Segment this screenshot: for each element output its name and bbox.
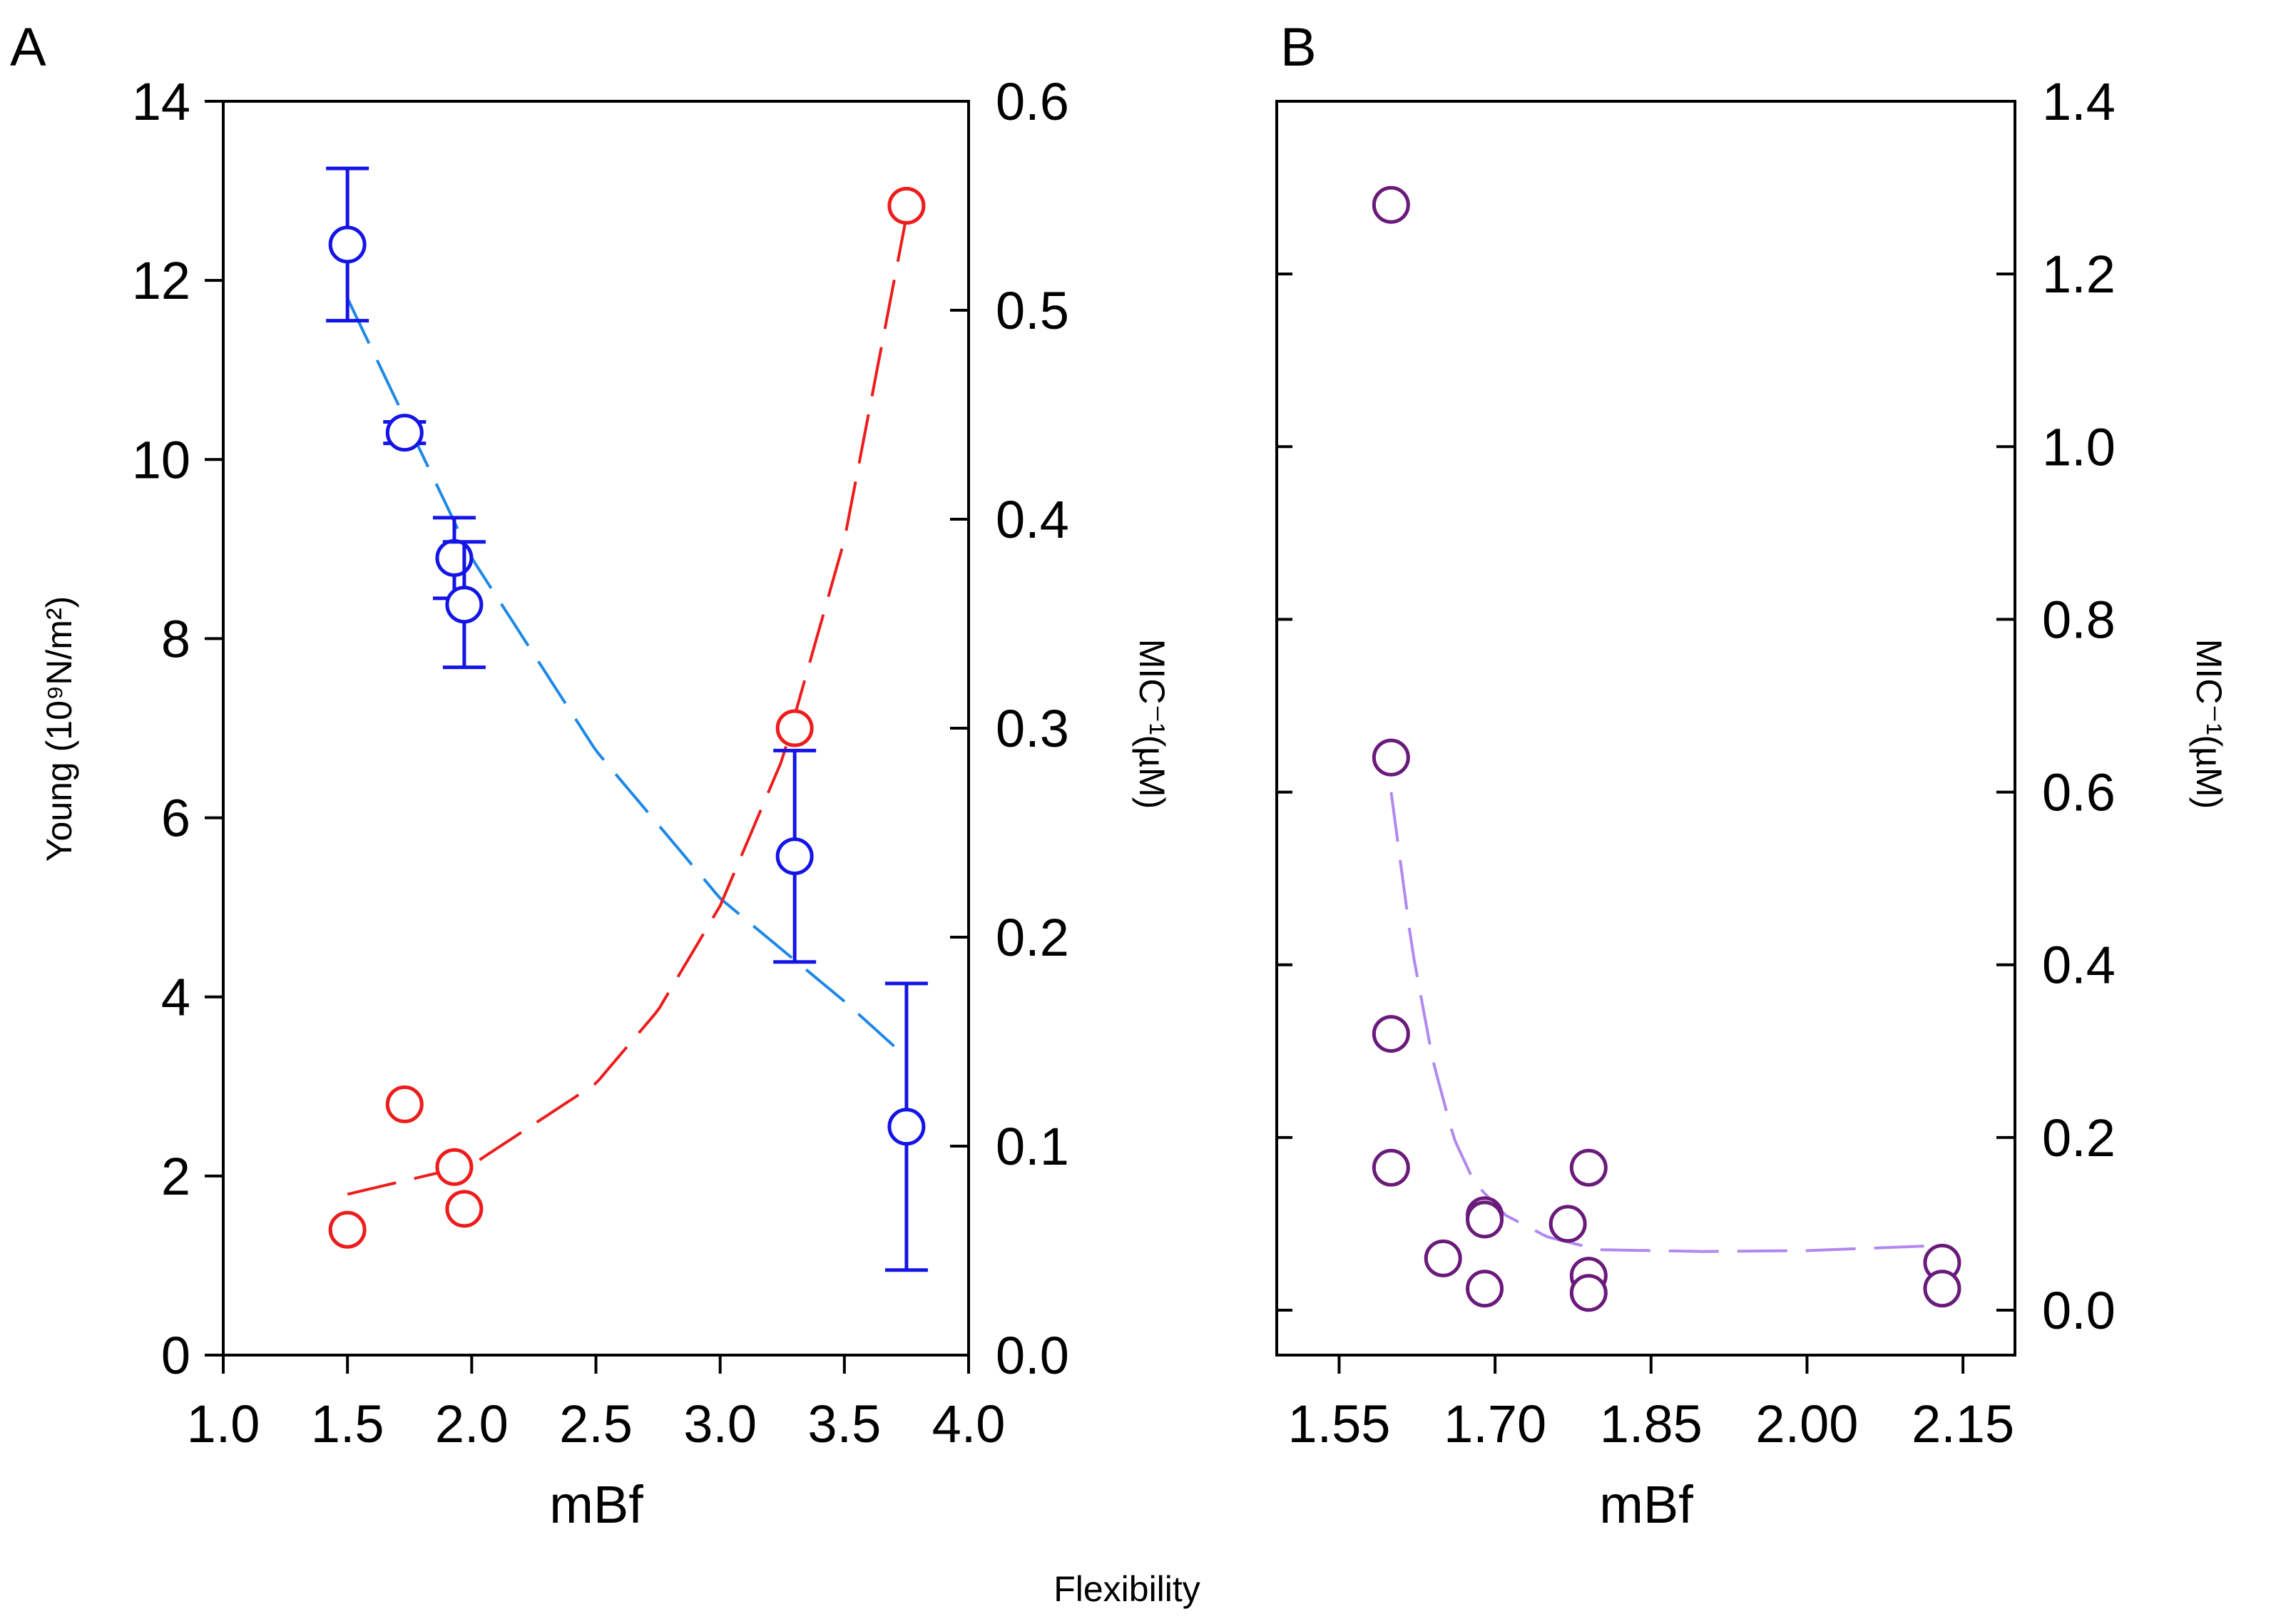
data-marks-a bbox=[326, 166, 928, 1272]
x-tick-label: 3.0 bbox=[683, 1394, 757, 1454]
x-tick-label: 1.5 bbox=[311, 1394, 384, 1454]
mic-point bbox=[1466, 1270, 1504, 1308]
y2-tick-label: 0.1 bbox=[996, 1117, 1069, 1176]
mic-fit-curve bbox=[1389, 792, 1943, 1253]
panel-b: B 1.55 1.70 1.85 2.00 2.15 0.0 0.2 0.4 0.6 0.8 1.… bbox=[1275, 17, 2229, 1534]
y2-tick-label: 1.4 bbox=[2042, 72, 2116, 131]
x-axis-ticks-b: 1.55 1.70 1.85 2.00 2.15 bbox=[1287, 1355, 2014, 1454]
y-tick-label: 14 bbox=[132, 72, 190, 131]
x-tick-label: 1.70 bbox=[1444, 1394, 1546, 1454]
mic-point bbox=[445, 1190, 484, 1228]
y2-axis-title-a: MIC⁻¹(µM) bbox=[1132, 639, 1172, 809]
y2-tick-label: 1.2 bbox=[2042, 245, 2116, 304]
young-point bbox=[328, 225, 367, 264]
x-tick-label: 2.00 bbox=[1755, 1394, 1858, 1454]
panel-label-a: A bbox=[10, 17, 46, 78]
mic-point bbox=[1923, 1270, 1961, 1308]
panel-label-b: B bbox=[1280, 17, 1317, 78]
young-fit-curve bbox=[346, 297, 895, 1048]
mic-fit-curve bbox=[347, 215, 908, 1196]
y2-tick-label: 0.4 bbox=[2042, 936, 2116, 995]
y2-tick-label: 1.0 bbox=[2042, 417, 2116, 476]
y-axis-title-a: Young (10⁹N/m²) bbox=[39, 596, 79, 862]
y2-tick-label: 0.8 bbox=[2042, 590, 2116, 649]
young-point bbox=[887, 1108, 926, 1146]
y2-axis-ticks-a: 0.0 0.1 0.2 0.3 0.4 0.5 0.6 bbox=[950, 72, 1069, 1385]
y-tick-label: 4 bbox=[161, 968, 190, 1027]
x-axis-ticks-a: 1.0 1.5 2.0 2.5 3.0 3.5 4.0 bbox=[187, 1355, 1006, 1454]
data-marks-b bbox=[1372, 185, 1961, 1312]
y2-tick-label: 0.3 bbox=[996, 699, 1069, 758]
x-tick-label: 1.0 bbox=[187, 1394, 260, 1454]
y2-tick-label: 0.0 bbox=[2042, 1281, 2116, 1340]
x-axis-title-b: mBf bbox=[1599, 1475, 1693, 1534]
plot-frame-b bbox=[1275, 100, 2016, 1357]
mic-point bbox=[385, 1085, 424, 1123]
y2-tick-label: 0.4 bbox=[996, 490, 1069, 549]
y-tick-label: 0 bbox=[161, 1326, 190, 1385]
mic-point bbox=[1548, 1205, 1587, 1243]
mic-point bbox=[1424, 1239, 1462, 1277]
mic-point bbox=[887, 187, 926, 225]
x-tick-label: 1.85 bbox=[1600, 1394, 1703, 1454]
mic-point bbox=[328, 1210, 367, 1249]
young-point bbox=[435, 538, 474, 577]
x-tick-label: 4.0 bbox=[932, 1394, 1006, 1454]
y-tick-label: 8 bbox=[161, 609, 190, 668]
mic-point bbox=[1372, 1015, 1410, 1053]
x-tick-label: 3.5 bbox=[807, 1394, 881, 1454]
y2-tick-label: 0.2 bbox=[2042, 1108, 2116, 1168]
x-tick-label: 2.5 bbox=[559, 1394, 633, 1454]
y2-axis-ticks-b: 0.0 0.2 0.4 0.6 0.8 1.0 1.2 1.4 bbox=[1277, 72, 2116, 1340]
x-tick-label: 1.55 bbox=[1287, 1394, 1390, 1454]
y2-tick-label: 0.6 bbox=[2042, 763, 2116, 822]
fit-curves-b bbox=[1389, 792, 1943, 1253]
flexibility-label: Flexibility bbox=[1053, 1569, 1200, 1609]
mic-point bbox=[1569, 1148, 1608, 1187]
mic-point bbox=[1372, 1148, 1410, 1187]
y-tick-label: 2 bbox=[161, 1147, 190, 1206]
y-tick-label: 12 bbox=[132, 251, 190, 310]
mic-point bbox=[1372, 185, 1410, 224]
mic-point bbox=[1466, 1200, 1504, 1239]
plot-frame-a bbox=[222, 100, 970, 1357]
fit-curves-a bbox=[346, 215, 908, 1196]
y-tick-label: 6 bbox=[161, 789, 190, 848]
y2-axis-title-b: MIC⁻¹(µM) bbox=[2189, 639, 2229, 809]
mic-point bbox=[1569, 1274, 1608, 1312]
young-point bbox=[445, 586, 484, 624]
y2-tick-label: 0.0 bbox=[996, 1326, 1069, 1385]
mic-point bbox=[435, 1148, 474, 1186]
y2-tick-label: 0.5 bbox=[996, 281, 1069, 340]
y2-tick-label: 0.2 bbox=[996, 908, 1069, 967]
mic-point bbox=[775, 709, 814, 747]
young-point bbox=[385, 414, 424, 452]
y-axis-ticks-a: 0 2 4 6 8 10 12 14 bbox=[132, 72, 223, 1385]
x-tick-label: 2.15 bbox=[1912, 1394, 2014, 1454]
mic-point bbox=[1372, 738, 1410, 777]
x-tick-label: 2.0 bbox=[435, 1394, 509, 1454]
young-point bbox=[775, 837, 814, 876]
y-tick-label: 10 bbox=[132, 430, 190, 489]
x-axis-title-a: mBf bbox=[549, 1475, 643, 1534]
y2-tick-label: 0.6 bbox=[996, 72, 1069, 131]
